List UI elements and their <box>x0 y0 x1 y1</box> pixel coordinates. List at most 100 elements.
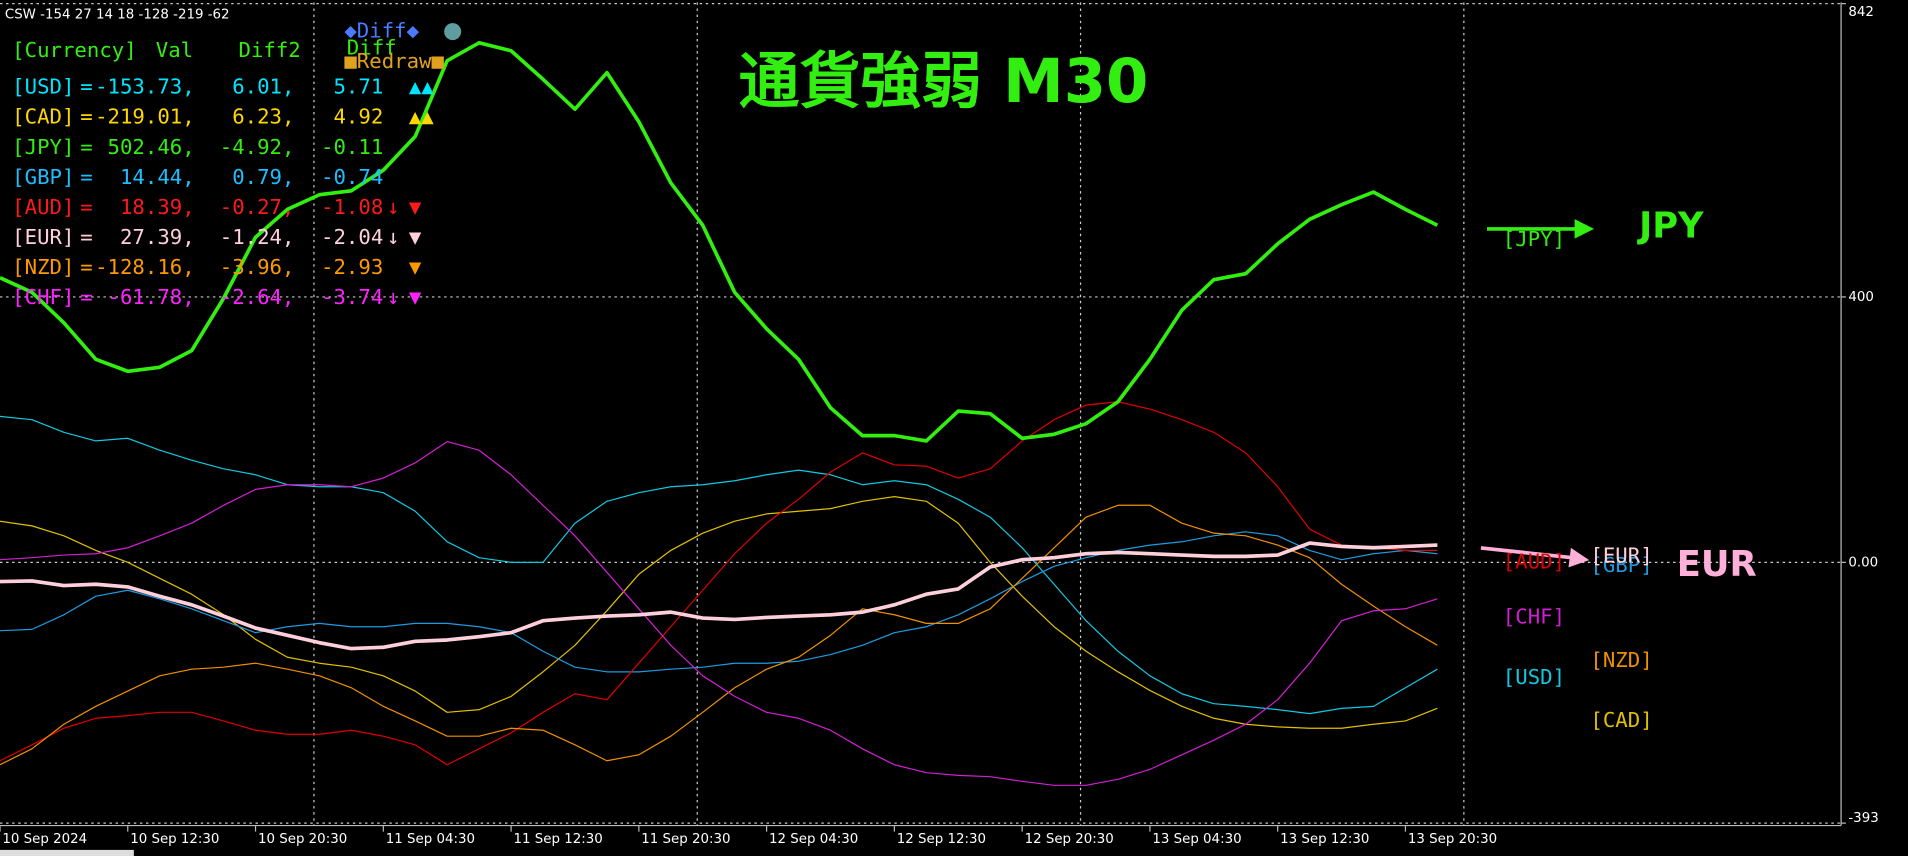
panel-marks: ▼ <box>409 195 422 219</box>
panel-marks: ▼ <box>409 285 422 309</box>
x-tick-label: 10 Sep 2024 <box>2 832 87 847</box>
panel-marks: ▲▲ <box>409 75 434 99</box>
panel-val: 18.39, <box>120 195 195 219</box>
legend-label: [EUR] <box>1590 543 1652 567</box>
panel-arrow: ↓ <box>387 225 399 249</box>
arrow-head <box>1568 547 1590 568</box>
button[interactable]: ■Redraw■ <box>344 49 444 73</box>
column-header: Diff2 <box>239 38 301 62</box>
panel-marks: ▼ <box>409 225 422 249</box>
series-line <box>0 541 1438 651</box>
panel-eq: = <box>80 195 92 219</box>
x-tick-label: 11 Sep 12:30 <box>514 832 603 847</box>
panel-val: 27.39, <box>120 225 195 249</box>
panel-eq: = <box>80 75 92 99</box>
panel-arrow: ↓ <box>387 195 399 219</box>
x-tick-label: 10 Sep 12:30 <box>130 832 219 847</box>
series-line <box>0 440 1438 786</box>
panel-diff: -2.93 <box>321 255 383 279</box>
panel-val: 14.44, <box>120 165 195 189</box>
panel-diff2: 6.23, <box>232 105 294 129</box>
panel-diff2: 6.01, <box>232 75 294 99</box>
legend-label: [CAD] <box>1590 708 1652 732</box>
grid <box>0 3 1842 824</box>
legend-label: [NZD] <box>1590 648 1652 672</box>
series-line <box>0 40 1439 443</box>
panel-currency: [GBP] <box>12 165 74 189</box>
series-line <box>0 504 1438 766</box>
panel-diff: -0.74 <box>321 165 383 189</box>
y-tick-label: 0.00 <box>1848 555 1878 570</box>
annotation: EUR <box>1677 544 1757 585</box>
x-tick-label: 12 Sep 20:30 <box>1025 832 1114 847</box>
arrow-head <box>1574 219 1595 239</box>
panel-diff: 4.92 <box>333 105 383 129</box>
panel-currency: [CHF] <box>12 285 74 309</box>
panel-eq: = <box>80 165 92 189</box>
panel-eq: = <box>80 105 92 129</box>
x-tick-label: 12 Sep 12:30 <box>897 832 986 847</box>
legend-label: [JPY] <box>1503 227 1565 251</box>
panel-val: -61.78, <box>108 285 195 309</box>
panel-diff2: -2.64, <box>220 285 295 309</box>
panel-diff: -1.08 <box>321 195 383 219</box>
x-tick-label: 10 Sep 20:30 <box>258 832 347 847</box>
panel-marks: ▼ <box>409 255 422 279</box>
panel-currency: [CAD] <box>12 105 74 129</box>
x-tick-label: 13 Sep 12:30 <box>1280 832 1369 847</box>
column-header: Val <box>156 38 193 62</box>
panel-eq: = <box>80 225 92 249</box>
panel-marks: ▲▲ <box>409 105 434 129</box>
panel-diff2: -3.96, <box>220 255 295 279</box>
x-tick-label: 11 Sep 04:30 <box>386 832 475 847</box>
chart-title: 通貨強弱 M30 <box>739 47 1149 117</box>
button[interactable]: ◆Diff◆ <box>344 19 419 43</box>
x-tick-label: 12 Sep 04:30 <box>769 832 858 847</box>
panel-diff: -0.11 <box>321 135 383 159</box>
series-line <box>0 531 1438 673</box>
panel-eq: = <box>80 255 92 279</box>
panel-currency: [AUD] <box>12 195 74 219</box>
panel-diff: -2.04 <box>321 225 383 249</box>
info-panel: [Currency] Val Diff2 Diff[USD] = -153.73, 6.01… <box>12 36 434 310</box>
arrow <box>1480 546 1573 560</box>
y-tick-label: 842 <box>1848 5 1874 20</box>
panel-currency: [JPY] <box>12 135 74 159</box>
header: CSW -154 27 14 18 -128 -219 -62 <box>5 8 230 23</box>
y-tick-label: -393 <box>1848 811 1878 826</box>
panel-diff2: -0.27, <box>220 195 295 219</box>
x-tick-label: 11 Sep 20:30 <box>641 832 730 847</box>
legend-label: [CHF] <box>1503 604 1565 628</box>
panel-eq: = <box>80 135 92 159</box>
x-tick-label: 13 Sep 04:30 <box>1152 832 1241 847</box>
legend-label: [USD] <box>1503 665 1565 689</box>
panel-arrow: ↓ <box>387 285 399 309</box>
column-header: Diff <box>347 36 397 60</box>
panel-diff2: -4.92, <box>220 135 295 159</box>
button-icon[interactable] <box>444 23 462 41</box>
end-labels: [USD] [CAD] [JPY] [GBP] [AUD] [EUR] [NZD] [CHF]… <box>1503 206 1757 732</box>
panel-diff2: -1.24, <box>220 225 295 249</box>
panel-currency: [NZD] <box>12 255 74 279</box>
annotation: JPY <box>1637 206 1704 247</box>
scroll-bar <box>0 849 134 856</box>
panel-val: -128.16, <box>95 255 195 279</box>
panel-currency: [USD] <box>12 75 74 99</box>
panel-diff: -3.74 <box>321 285 383 309</box>
lines <box>0 40 1439 786</box>
panel-val: -153.73, <box>95 75 195 99</box>
y-tick-label: 400 <box>1848 290 1874 305</box>
panel-diff: 5.71 <box>333 75 383 99</box>
legend-label: [AUD] <box>1503 550 1565 574</box>
series-line <box>0 401 1438 766</box>
panel-eq: = <box>80 285 92 309</box>
legend-label: [GBP] <box>1590 553 1652 577</box>
column-header: [Currency] <box>12 38 137 62</box>
panel-diff2: 0.79, <box>232 165 294 189</box>
panel-val: 502.46, <box>108 135 195 159</box>
series-line <box>0 415 1438 715</box>
panel-val: -219.01, <box>95 105 195 129</box>
